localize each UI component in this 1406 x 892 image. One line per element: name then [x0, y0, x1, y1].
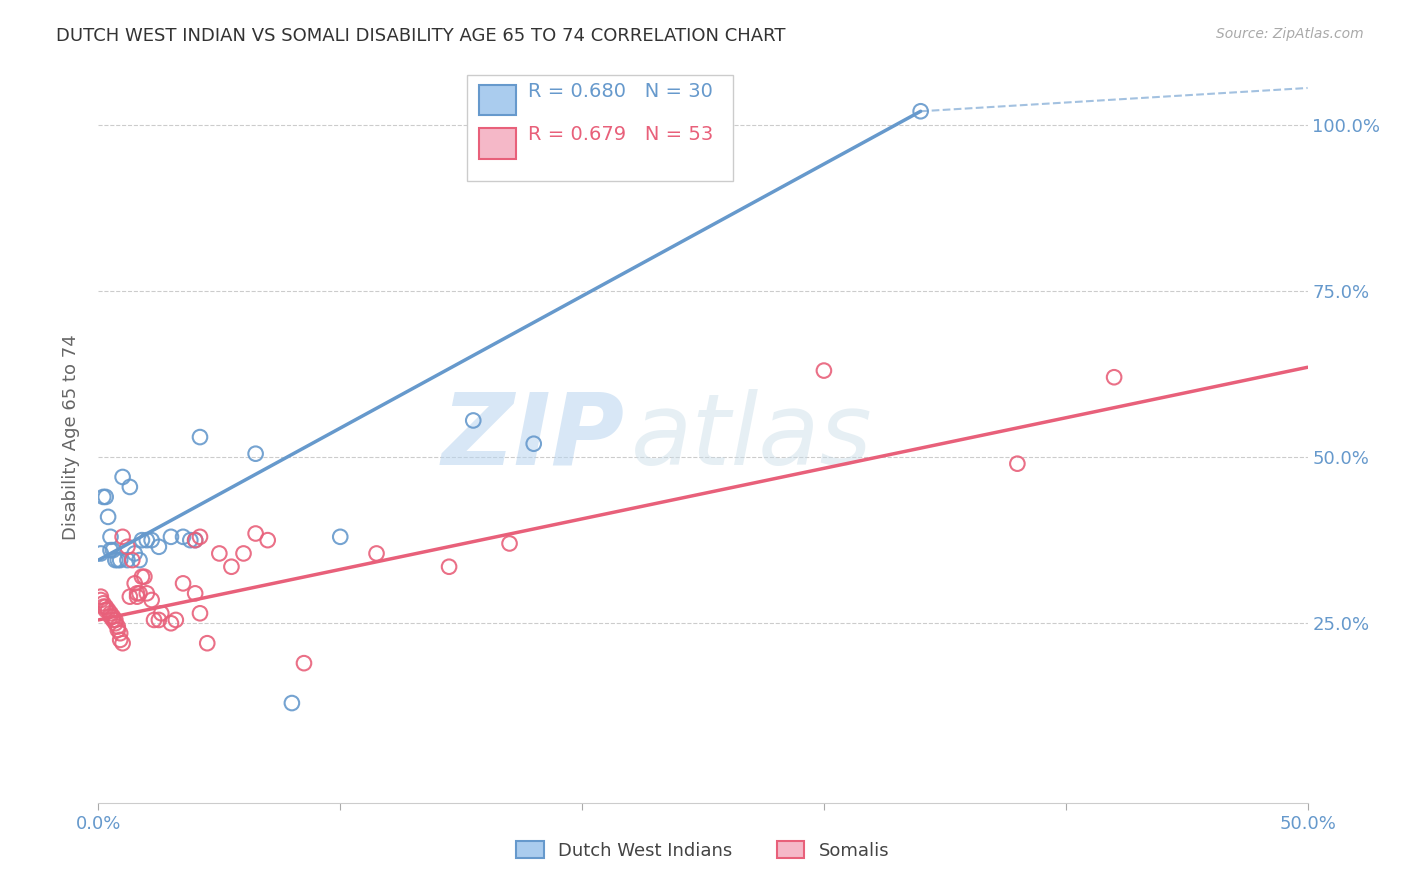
- Point: [221, 559, 243, 574]
- Point: [107, 619, 129, 633]
- Text: Source: ZipAtlas.com: Source: ZipAtlas.com: [1216, 27, 1364, 41]
- Point: [1102, 370, 1125, 384]
- Point: [101, 613, 124, 627]
- Point: [141, 593, 163, 607]
- Text: DUTCH WEST INDIAN VS SOMALI DISABILITY AGE 65 TO 74 CORRELATION CHART: DUTCH WEST INDIAN VS SOMALI DISABILITY A…: [56, 27, 786, 45]
- Point: [94, 603, 117, 617]
- Point: [245, 447, 267, 461]
- Text: atlas: atlas: [630, 389, 872, 485]
- Point: [100, 607, 122, 621]
- Point: [184, 533, 207, 548]
- Text: R = 0.680   N = 30: R = 0.680 N = 30: [527, 81, 713, 101]
- Point: [124, 576, 146, 591]
- Point: [910, 104, 932, 119]
- Point: [108, 626, 131, 640]
- Point: [118, 480, 141, 494]
- Point: [498, 536, 520, 550]
- Point: [437, 559, 460, 574]
- Point: [100, 609, 122, 624]
- Point: [90, 590, 112, 604]
- Point: [150, 607, 173, 621]
- Point: [107, 553, 129, 567]
- Point: [107, 623, 129, 637]
- FancyBboxPatch shape: [479, 85, 516, 115]
- Point: [101, 543, 124, 558]
- Point: [108, 553, 131, 567]
- Point: [172, 530, 194, 544]
- Point: [131, 533, 153, 548]
- Point: [127, 590, 149, 604]
- Text: R = 0.679   N = 53: R = 0.679 N = 53: [527, 126, 713, 145]
- Point: [813, 363, 835, 377]
- Point: [104, 613, 127, 627]
- Point: [184, 533, 207, 548]
- Point: [184, 586, 207, 600]
- Point: [91, 490, 114, 504]
- Point: [121, 553, 143, 567]
- Point: [329, 530, 352, 544]
- Point: [463, 413, 485, 427]
- Point: [101, 609, 124, 624]
- Point: [188, 607, 211, 621]
- Point: [232, 546, 254, 560]
- Point: [104, 553, 127, 567]
- Point: [208, 546, 231, 560]
- Point: [281, 696, 304, 710]
- Point: [135, 586, 157, 600]
- Point: [1007, 457, 1029, 471]
- Point: [91, 599, 114, 614]
- Point: [135, 533, 157, 548]
- Point: [143, 613, 166, 627]
- Point: [117, 540, 139, 554]
- Point: [131, 570, 153, 584]
- Point: [366, 546, 388, 560]
- Point: [148, 540, 170, 554]
- Point: [128, 586, 150, 600]
- Point: [160, 530, 183, 544]
- Point: [90, 593, 112, 607]
- Point: [111, 470, 134, 484]
- Point: [523, 436, 546, 450]
- Point: [104, 616, 127, 631]
- Point: [172, 576, 194, 591]
- Point: [128, 553, 150, 567]
- Point: [292, 656, 315, 670]
- Point: [97, 509, 120, 524]
- Point: [118, 590, 141, 604]
- Point: [165, 613, 187, 627]
- Point: [100, 530, 122, 544]
- Y-axis label: Disability Age 65 to 74: Disability Age 65 to 74: [62, 334, 80, 540]
- FancyBboxPatch shape: [479, 128, 516, 159]
- Point: [124, 546, 146, 560]
- Point: [108, 632, 131, 647]
- Point: [94, 599, 117, 614]
- Point: [94, 490, 117, 504]
- Point: [117, 553, 139, 567]
- Text: ZIP: ZIP: [441, 389, 624, 485]
- Point: [245, 526, 267, 541]
- Legend: Dutch West Indians, Somalis: Dutch West Indians, Somalis: [509, 834, 897, 867]
- Point: [100, 543, 122, 558]
- Point: [134, 570, 156, 584]
- Point: [188, 430, 211, 444]
- Point: [188, 530, 211, 544]
- Point: [179, 533, 201, 548]
- Point: [148, 613, 170, 627]
- Point: [141, 533, 163, 548]
- Point: [256, 533, 278, 548]
- Point: [195, 636, 218, 650]
- Point: [111, 530, 134, 544]
- Point: [90, 546, 112, 560]
- Point: [111, 636, 134, 650]
- Point: [160, 616, 183, 631]
- Point: [91, 596, 114, 610]
- Point: [127, 586, 149, 600]
- Point: [97, 603, 120, 617]
- FancyBboxPatch shape: [467, 75, 734, 181]
